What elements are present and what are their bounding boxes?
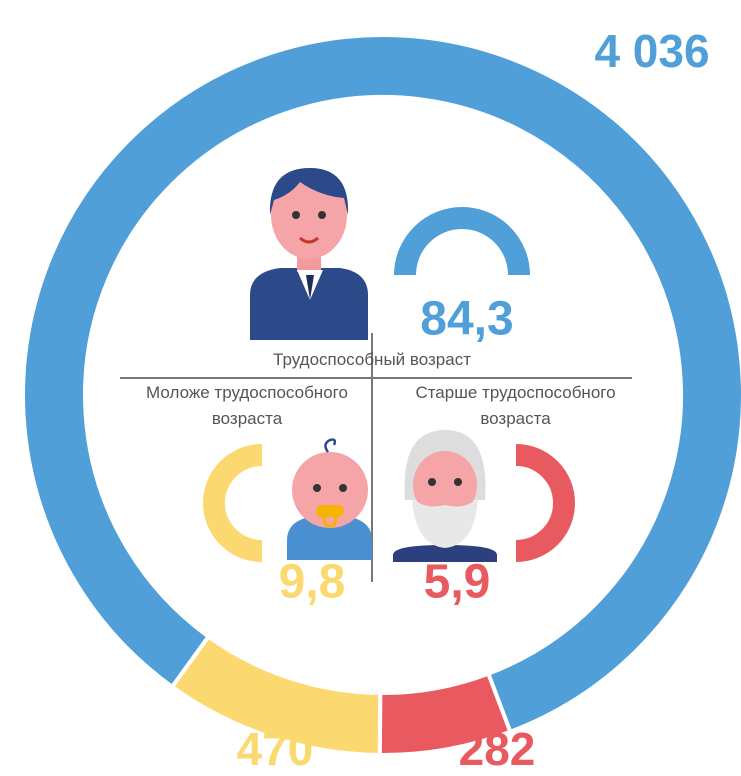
- category-label: Моложе трудоспособного возраста: [146, 383, 348, 428]
- value-label: 4 036: [594, 25, 709, 77]
- gauge: [203, 444, 263, 562]
- value-label: 470: [237, 723, 314, 775]
- value-label: 282: [459, 723, 536, 775]
- share-label: 84,3: [420, 293, 513, 346]
- share-label: 9,8: [279, 556, 346, 609]
- donut-segment: [21, 33, 741, 735]
- senior-icon: [393, 430, 497, 562]
- child-icon: [287, 438, 372, 560]
- donut-segment: [377, 671, 513, 757]
- donut: [21, 33, 741, 758]
- category-label: Трудоспособный возраст: [273, 350, 471, 369]
- adult-icon: [250, 168, 368, 340]
- gauge: [515, 444, 575, 562]
- share-label: 5,9: [424, 556, 491, 609]
- gauge: [394, 207, 530, 276]
- category-label: Старше трудоспособного возраста: [415, 383, 616, 428]
